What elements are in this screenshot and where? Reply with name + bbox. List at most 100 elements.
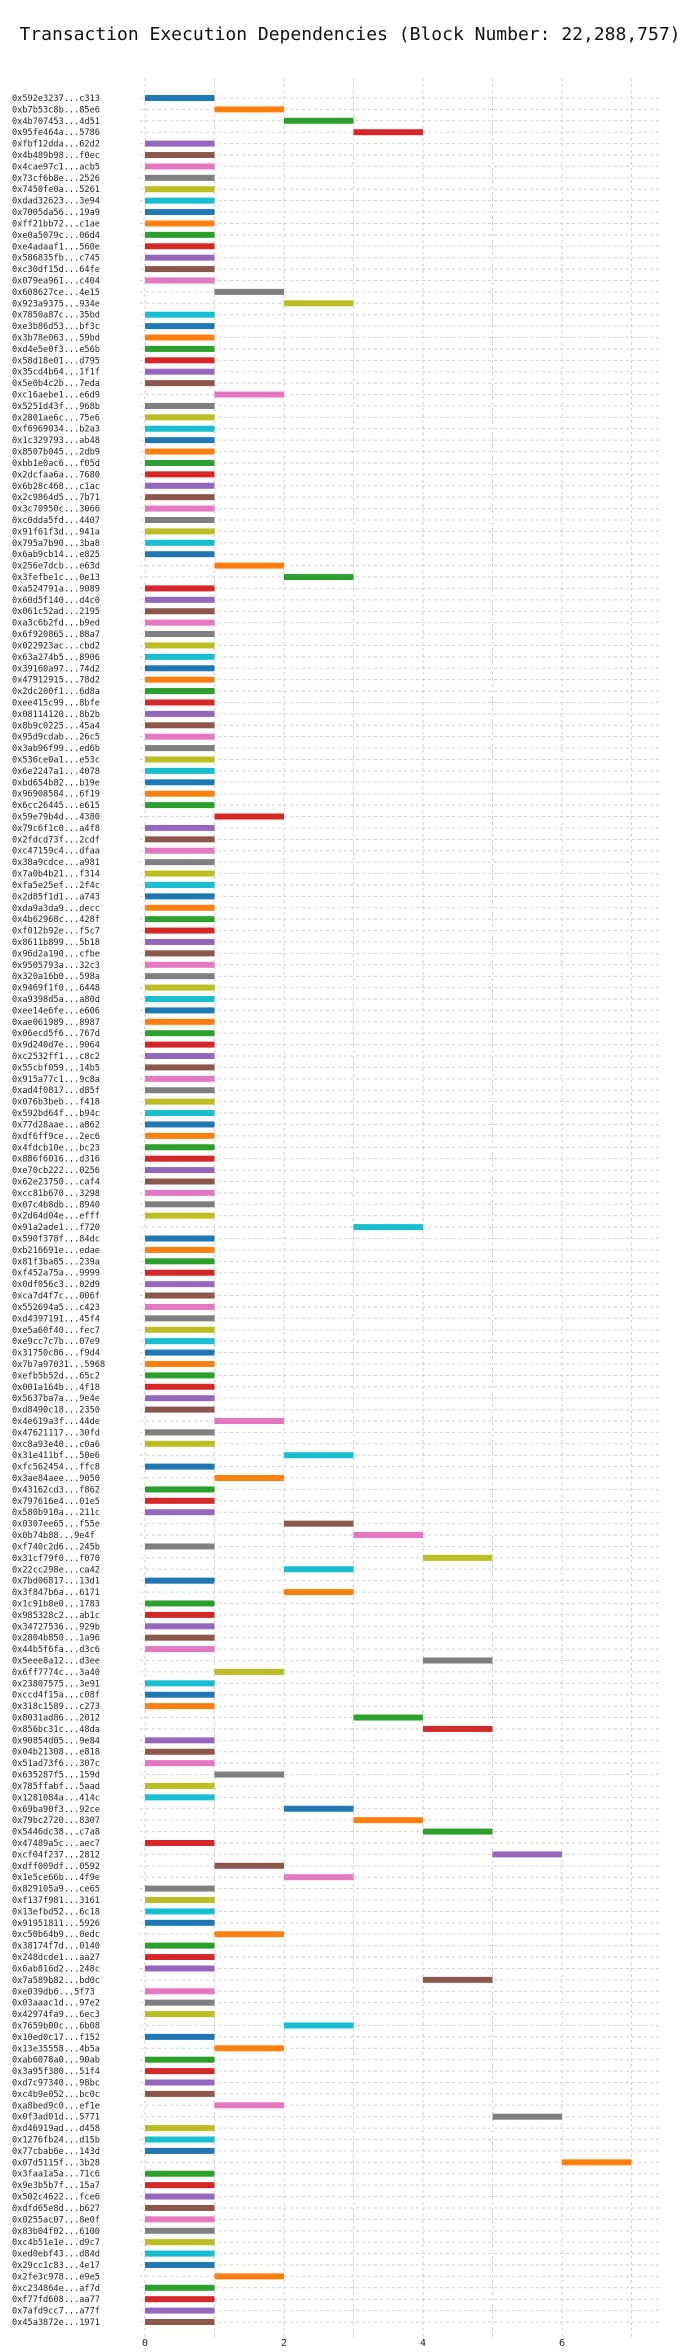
task-bar <box>145 323 215 330</box>
task-bar <box>145 733 215 740</box>
task-bar <box>145 1611 215 1618</box>
y-tick-label: 0x79bc2720...8307 <box>12 1816 100 1826</box>
y-tick-label: 0xf740c2d6...245b <box>12 1542 100 1552</box>
y-tick-label: 0x1276fb24...d15b <box>12 2136 100 2146</box>
task-bar <box>145 676 215 683</box>
task-bar <box>145 1406 215 1413</box>
task-bar <box>145 345 215 352</box>
y-tick-label: 0x6ff7774c...3a40 <box>12 1668 100 1678</box>
y-tick-label: 0xa3c6b2fd...b9ed <box>12 619 100 629</box>
y-tick-label: 0x60d5f140...d4c0 <box>12 596 100 606</box>
y-tick-label: 0xc4b9e052...bc0c <box>12 2090 100 2100</box>
y-tick-label: 0x0df056c3...02d9 <box>12 1280 100 1290</box>
y-tick-label: 0x592e3237...c313 <box>12 94 100 104</box>
y-tick-label: 0x1281084a...414c <box>12 1793 100 1803</box>
task-bar <box>145 1246 215 1253</box>
task-bar <box>145 779 215 786</box>
y-tick-label: 0xda9a3da9...decc <box>12 904 100 914</box>
y-tick-label: 0x29cc1c83...4e17 <box>12 2261 100 2271</box>
task-bar <box>145 653 215 660</box>
y-tick-label: 0x635287f5...159d <box>12 1771 100 1781</box>
y-tick-label: 0xf012b92e...f5c7 <box>12 927 100 937</box>
y-tick-label: 0x47912915...78d2 <box>12 676 100 686</box>
task-bar <box>145 859 215 866</box>
task-bar <box>145 1794 215 1801</box>
y-tick-label: 0x63a274b5...8906 <box>12 653 100 663</box>
y-tick-label: 0x5e0b4c2b...7eda <box>12 379 100 389</box>
task-bar <box>145 1463 215 1470</box>
task-bar <box>145 186 215 193</box>
task-bar <box>214 562 284 569</box>
task-bar <box>145 539 215 546</box>
y-tick-label: 0x2fe3c978...e9e5 <box>12 2272 100 2282</box>
y-tick-label: 0xfa5e25ef...2f4c <box>12 881 100 891</box>
y-tick-label: 0x536ce0a1...e53c <box>12 755 100 765</box>
task-bar <box>145 1748 215 1755</box>
y-tick-label: 0x6ab9cb14...e825 <box>12 550 100 560</box>
y-tick-label: 0x248dcde1...aa27 <box>12 1953 100 1963</box>
y-tick-label: 0x10ed0c17...f152 <box>12 2033 100 2043</box>
y-tick-label: 0xfbf12dda...62d2 <box>12 140 100 150</box>
y-tick-label: 0x3a95f380...51f4 <box>12 2067 100 2077</box>
task-bar <box>145 619 215 626</box>
y-tick-label: 0x6e2247a1...4078 <box>12 767 100 777</box>
y-tick-label: 0xc2532ff1...c8c2 <box>12 1052 100 1062</box>
y-tick-label: 0x6f920865...88a7 <box>12 630 100 640</box>
y-tick-label: 0x8611b899...5b18 <box>12 938 100 948</box>
y-tick-label: 0xd8490c18...2350 <box>12 1406 100 1416</box>
y-tick-label: 0xe0a5079c...06d4 <box>12 231 100 241</box>
task-bar <box>353 1532 423 1539</box>
task-bar <box>145 334 215 341</box>
y-tick-label: 0x5637ba7a...9e4e <box>12 1394 100 1404</box>
y-tick-label: 0x061c52ad...2195 <box>12 607 100 617</box>
task-bar <box>145 1098 215 1105</box>
y-tick-label: 0x590f378f...84dc <box>12 1235 100 1245</box>
task-bar <box>145 231 215 238</box>
y-tick-label: 0xf452a75a...9999 <box>12 1269 100 1279</box>
task-bar <box>145 140 215 147</box>
y-tick-label: 0x07c4b8db...8940 <box>12 1200 100 1210</box>
x-tick-label: 6 <box>559 2338 565 2349</box>
task-bar <box>145 1429 215 1436</box>
y-tick-label: 0xc234864e...af7d <box>12 2284 100 2294</box>
y-tick-label: 0x4cae97c1...acb5 <box>12 162 100 172</box>
task-bar <box>353 1714 423 1721</box>
y-tick-label: 0xfc562454...ffc8 <box>12 1463 100 1473</box>
y-tick-label: 0x47621117...30fd <box>12 1428 100 1438</box>
y-tick-label: 0x35cd4b64...1f1f <box>12 368 100 378</box>
y-tick-label: 0x0f3ad01d...5771 <box>12 2113 100 2123</box>
task-bar <box>145 152 215 159</box>
task-bar <box>145 1292 215 1299</box>
y-tick-label: 0x1c329793...ab48 <box>12 436 100 446</box>
task-bar <box>145 722 215 729</box>
y-tick-label: 0xe039db6...5f73 <box>12 1987 95 1997</box>
y-tick-label: 0x4e619a3f...44de <box>12 1417 100 1427</box>
y-tick-label: 0xe4adaaf1...560e <box>12 242 100 252</box>
task-bar <box>145 2079 215 2086</box>
task-bar <box>145 402 215 409</box>
task-bar <box>145 2068 215 2075</box>
y-tick-label: 0x69ba90f3...92ce <box>12 1805 100 1815</box>
task-bar <box>145 311 215 318</box>
y-tick-label: 0x4b62968c...428f <box>12 915 100 925</box>
y-tick-label: 0x81f3ba85...239a <box>12 1257 100 1267</box>
y-tick-label: 0x592bd64f...b94c <box>12 1109 100 1119</box>
task-bar <box>423 1554 493 1561</box>
task-bar <box>214 813 284 820</box>
task-bar <box>145 380 215 387</box>
task-bar <box>145 1132 215 1139</box>
task-bar <box>145 505 215 512</box>
task-bar <box>145 482 215 489</box>
task-bar <box>145 836 215 843</box>
task-bar <box>145 1908 215 1915</box>
task-bar <box>145 893 215 900</box>
task-bar <box>145 596 215 603</box>
y-tick-label: 0x6ab816d2...248c <box>12 1964 100 1974</box>
task-bar <box>145 243 215 250</box>
task-bar <box>145 2136 215 2143</box>
task-bar <box>214 1771 284 1778</box>
task-bar <box>145 1509 215 1516</box>
y-tick-label: 0x96908584...6f19 <box>12 790 100 800</box>
y-tick-label: 0x0b74b88...9e4f <box>12 1531 95 1541</box>
y-tick-label: 0xbb1e0ac6...f05d <box>12 459 100 469</box>
